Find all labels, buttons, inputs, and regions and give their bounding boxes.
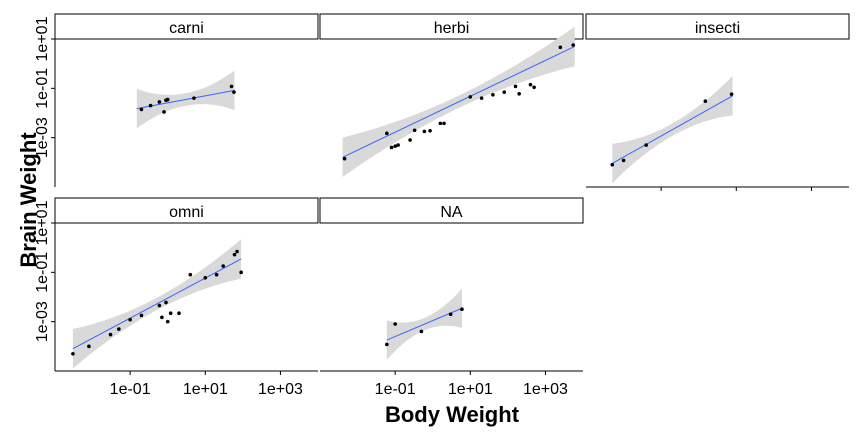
data-point xyxy=(644,143,648,147)
data-point xyxy=(188,272,193,277)
data-point xyxy=(148,103,153,108)
data-point xyxy=(428,128,432,133)
data-point xyxy=(71,351,75,356)
x-tick-label: 1e+01 xyxy=(183,381,228,398)
data-point xyxy=(422,129,427,134)
data-point xyxy=(419,329,424,334)
axes: 1e-03 1e-01 1e+01 1e-03 1e-01 1e+01 1e-01 1e+01… xyxy=(34,16,849,398)
data-point xyxy=(165,97,170,102)
data-point xyxy=(532,85,536,90)
strip-label: insecti xyxy=(695,20,740,37)
data-point xyxy=(214,272,219,277)
y-axis-title: Brain Weight xyxy=(16,132,41,268)
strip-box xyxy=(54,13,319,40)
data-point xyxy=(729,92,734,96)
data-point xyxy=(438,121,443,126)
data-point xyxy=(139,313,144,318)
data-point xyxy=(703,99,708,104)
strip-box xyxy=(319,13,584,40)
x-tick-label: 1e+03 xyxy=(258,381,303,398)
data-point xyxy=(396,143,400,147)
data-point xyxy=(528,82,533,87)
data-point xyxy=(235,249,239,254)
data-point xyxy=(571,43,576,47)
strip-box xyxy=(585,13,850,40)
data-point xyxy=(128,317,132,322)
data-point xyxy=(342,156,347,161)
data-point xyxy=(389,145,394,150)
data-point xyxy=(157,303,162,308)
data-point xyxy=(442,121,446,126)
panel-na: NA xyxy=(319,197,584,360)
data-point xyxy=(468,95,473,99)
data-point xyxy=(517,92,521,96)
data-point xyxy=(221,264,226,268)
panel-herbi: herbi xyxy=(319,13,584,178)
y-tick-label: 1e+01 xyxy=(34,16,51,61)
data-point xyxy=(192,96,196,100)
strip-label: NA xyxy=(440,204,463,221)
strip-box xyxy=(54,197,319,224)
panel-insecti: insecti xyxy=(585,13,850,184)
data-point xyxy=(408,138,412,142)
x-axis-title: Body Weight xyxy=(385,402,520,427)
y-tick-label: 1e-01 xyxy=(34,68,51,109)
data-point xyxy=(513,84,518,89)
data-point xyxy=(108,332,113,337)
data-point xyxy=(157,100,162,104)
data-point xyxy=(87,344,91,349)
data-point xyxy=(558,45,563,50)
facet-panels: carni herbi insecti omni NA xyxy=(54,13,850,369)
data-point xyxy=(385,342,389,347)
data-point xyxy=(412,128,417,133)
data-point xyxy=(162,110,166,114)
data-point xyxy=(621,158,626,163)
data-point xyxy=(117,327,121,331)
data-point xyxy=(479,96,484,100)
data-point xyxy=(491,92,495,97)
panel-omni: omni xyxy=(54,197,319,369)
strip-label: carni xyxy=(169,20,204,37)
data-point xyxy=(448,312,453,317)
y-tick-label: 1e-03 xyxy=(34,301,51,342)
data-point xyxy=(164,300,168,305)
fit-line xyxy=(342,45,575,158)
data-point xyxy=(168,311,173,316)
data-point xyxy=(160,315,164,320)
fit-line xyxy=(72,258,242,350)
data-point xyxy=(502,90,507,94)
y-tick-label: 1e-03 xyxy=(34,117,51,158)
data-point xyxy=(393,144,397,149)
panel-carni: carni xyxy=(54,13,319,129)
data-point xyxy=(203,276,208,280)
x-tick-label: 1e-01 xyxy=(110,381,151,398)
data-point xyxy=(610,162,615,167)
data-point xyxy=(177,311,181,316)
data-point xyxy=(239,270,243,275)
data-point xyxy=(165,319,170,324)
data-point xyxy=(385,131,389,136)
fit-line xyxy=(136,89,235,110)
fit-line xyxy=(612,95,733,164)
x-tick-label: 1e+03 xyxy=(523,381,568,398)
data-point xyxy=(232,90,236,94)
strip-label: herbi xyxy=(434,20,470,37)
strip-box xyxy=(319,197,584,224)
x-tick-label: 1e+01 xyxy=(448,381,493,398)
strip-label: omni xyxy=(169,204,204,221)
y-tick-label: 1e-01 xyxy=(34,252,51,293)
data-point xyxy=(460,307,464,312)
data-point xyxy=(229,84,234,89)
x-tick-label: 1e-01 xyxy=(375,381,416,398)
y-tick-label: 1e+01 xyxy=(34,200,51,245)
data-point xyxy=(139,107,144,112)
data-point xyxy=(393,322,397,326)
data-point xyxy=(232,252,237,257)
